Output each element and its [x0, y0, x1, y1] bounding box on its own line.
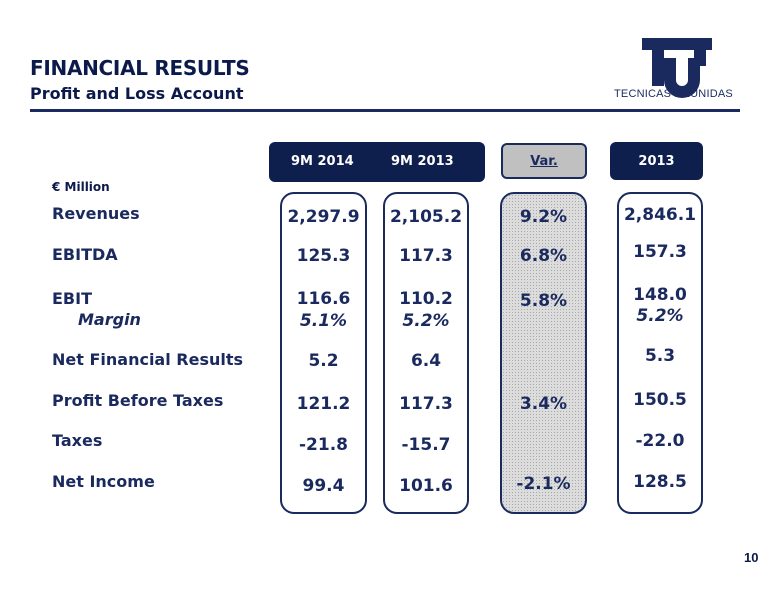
value-net-income-var: -2.1%: [516, 474, 571, 494]
value-taxes-9m-2014: -21.8: [299, 435, 348, 455]
value-taxes-9m-2013: -15.7: [401, 435, 451, 455]
row-label-profit-before-taxes: Profit Before Taxes: [52, 391, 224, 410]
value-net-financial-2013: 5.3: [644, 346, 676, 366]
value-margin-2013: 5.2%: [636, 306, 684, 326]
row-label-revenues: Revenues: [52, 204, 140, 223]
column-box-var: [500, 192, 587, 514]
value-net-income-2013: 128.5: [633, 472, 687, 492]
value-margin-9m-2014: 5.1%: [299, 311, 348, 331]
value-net-financial-9m-2014: 5.2: [308, 351, 339, 371]
column-box-9m-2013: [383, 192, 469, 514]
value-ebitda-var: 6.8%: [519, 246, 568, 266]
value-revenues-2013: 2,846.1: [623, 205, 697, 225]
value-net-income-9m-2013: 101.6: [399, 476, 453, 496]
page-number: 10: [744, 550, 759, 565]
value-ebitda-2013: 157.3: [633, 242, 687, 262]
value-ebit-9m-2014: 116.6: [296, 289, 351, 309]
value-ebit-9m-2013: 110.2: [399, 289, 453, 309]
row-label-net-financial-results: Net Financial Results: [52, 350, 244, 369]
value-margin-9m-2013: 5.2%: [402, 311, 450, 331]
value-ebitda-9m-2013: 117.3: [399, 246, 453, 266]
title-divider: [30, 109, 740, 112]
column-header-var: Var.: [501, 143, 587, 179]
value-pbt-2013: 150.5: [633, 390, 687, 410]
value-ebitda-9m-2014: 125.3: [296, 246, 351, 266]
value-taxes-2013: -22.0: [635, 431, 685, 451]
value-ebit-2013: 148.0: [633, 285, 687, 305]
value-ebit-var: 5.8%: [519, 291, 568, 311]
value-pbt-var: 3.4%: [519, 394, 568, 414]
column-box-9m-2014: [280, 192, 367, 514]
row-label-ebitda: EBITDA: [52, 245, 118, 264]
row-label-ebit: EBIT: [52, 289, 92, 308]
value-net-income-9m-2014: 99.4: [302, 476, 345, 496]
value-pbt-9m-2013: 117.3: [399, 394, 453, 414]
unit-label: € Million: [52, 180, 110, 194]
value-net-financial-9m-2013: 6.4: [410, 351, 442, 371]
value-revenues-9m-2014: 2,297.9: [287, 207, 360, 227]
column-header-9m-2014: 9M 2014: [291, 154, 354, 169]
page-subtitle: Profit and Loss Account: [30, 84, 244, 103]
column-header-9m-2013: 9M 2013: [391, 154, 454, 169]
column-box-2013: [617, 192, 703, 514]
logo-wordmark: TECNICAS REUNIDAS: [614, 88, 733, 100]
value-pbt-9m-2014: 121.2: [296, 394, 351, 414]
header-9m-group: 9M 2014 9M 2013: [269, 142, 485, 182]
page-title: FINANCIAL RESULTS: [30, 56, 250, 80]
tr-logo-icon: [642, 38, 712, 98]
row-label-margin: Margin: [78, 310, 141, 329]
row-label-taxes: Taxes: [52, 431, 103, 450]
value-revenues-9m-2013: 2,105.2: [389, 207, 463, 227]
column-header-2013: 2013: [610, 142, 703, 180]
value-revenues-var: 9.2%: [519, 207, 568, 227]
row-label-net-income: Net Income: [52, 472, 155, 491]
